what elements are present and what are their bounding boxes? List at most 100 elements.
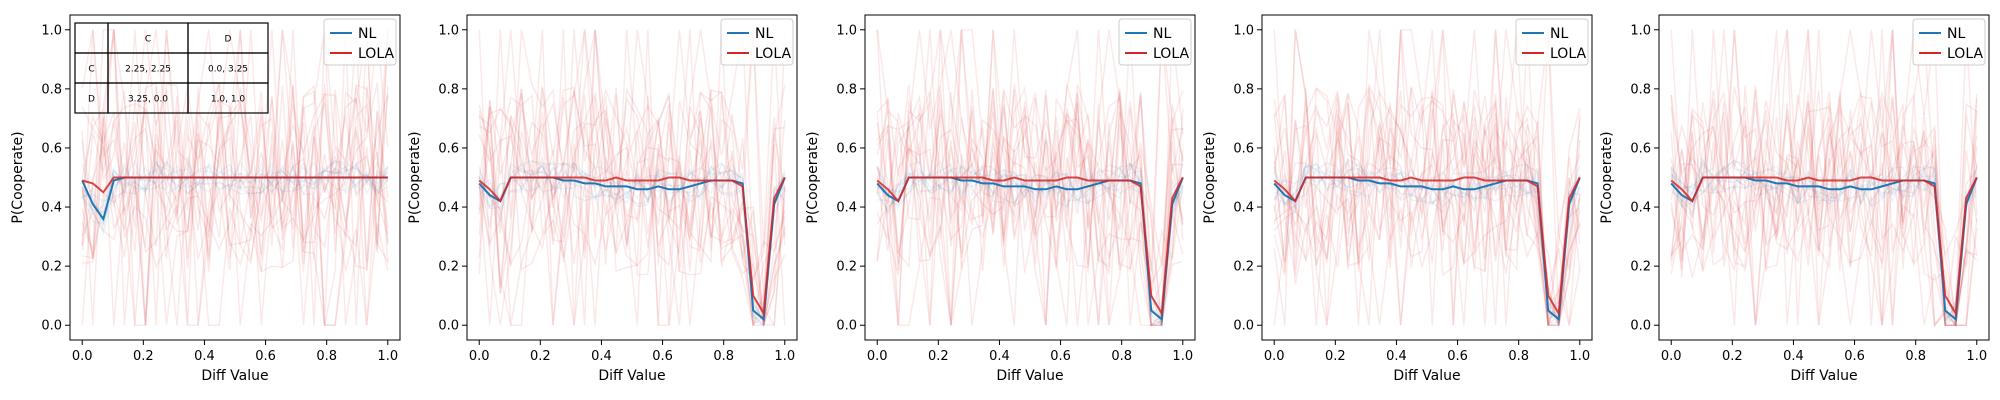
trial-trace — [478, 29, 786, 326]
legend: NL LOLA — [1912, 18, 1986, 66]
trial-trace — [1670, 159, 1978, 310]
trial-trace — [1670, 29, 1978, 326]
trial-trace — [876, 29, 1184, 327]
trial-trace — [876, 91, 1184, 326]
table-cell-border — [187, 82, 269, 114]
trial-trace — [1670, 106, 1978, 326]
trial-trace — [81, 29, 389, 326]
x-tick-label: 0.4 — [1783, 349, 1804, 364]
y-tick-label: 0.6 — [438, 141, 459, 156]
chart-panel-4: 0.0 0.2 0.4 0.6 0.8 1.0 0.0 0.2 0.4 0.6 0.8 1.0 Diff… — [1202, 14, 1593, 384]
trial-trace — [876, 29, 1184, 326]
trial-trace — [1670, 29, 1978, 326]
trial-trace — [1273, 29, 1581, 326]
trial-trace — [876, 161, 1184, 316]
trial-trace — [478, 29, 786, 328]
legend-label-nl: NL — [755, 26, 773, 42]
trial-trace — [1273, 158, 1581, 316]
legend: NL LOLA — [1118, 18, 1192, 66]
trial-trace — [1670, 162, 1978, 326]
x-tick-label: 0.8 — [1508, 349, 1529, 364]
trial-trace — [478, 89, 786, 328]
x-tick-label: 0.8 — [316, 349, 337, 364]
x-tick-label: 0.0 — [1661, 349, 1682, 364]
y-tick-label: 1.0 — [41, 23, 62, 38]
x-axis-label: Diff Value — [1393, 368, 1460, 384]
legend-label-lola: LOLA — [358, 46, 394, 62]
trial-trace — [1273, 29, 1581, 326]
y-axis-label: P(Cooperate) — [1202, 131, 1218, 223]
trial-trace — [876, 29, 1184, 287]
y-tick-label: 0.8 — [1233, 82, 1254, 97]
trial-trace — [1670, 29, 1978, 326]
trial-trace — [1670, 161, 1978, 329]
y-tick-label: 0.2 — [41, 260, 62, 275]
x-tick-label: 0.4 — [1386, 349, 1407, 364]
trial-trace — [876, 85, 1184, 326]
trial-trace — [81, 161, 389, 214]
trial-trace — [876, 29, 1183, 327]
trial-trace — [478, 29, 786, 326]
table-cell: D — [88, 95, 95, 105]
trial-trace — [81, 29, 389, 326]
trial-trace — [1273, 88, 1581, 326]
y-tick-label: 0.4 — [1630, 201, 1651, 216]
chart-panel-5: 0.0 0.2 0.4 0.6 0.8 1.0 0.0 0.2 0.4 0.6 0.8 1.0 Diff… — [1599, 14, 1990, 384]
trial-trace — [1273, 166, 1581, 326]
trial-trace — [1670, 29, 1978, 326]
trial-trace — [1273, 159, 1581, 320]
axes-frame — [69, 14, 401, 341]
table-cell: C — [88, 65, 94, 75]
trial-trace — [478, 29, 786, 326]
y-tick-label: 0.2 — [836, 260, 857, 275]
series-line-lola — [876, 176, 1184, 317]
x-tick-label: 0.2 — [133, 349, 154, 364]
y-tick-label: 0.2 — [1630, 260, 1651, 275]
y-tick-label: 0.2 — [1233, 260, 1254, 275]
table-cell: 0.0, 3.25 — [208, 65, 248, 75]
trial-trace — [478, 159, 786, 327]
legend-label-lola: LOLA — [1153, 46, 1189, 62]
trial-trace — [81, 29, 389, 326]
x-tick-label: 0.6 — [652, 349, 673, 364]
series-line-lola — [1273, 176, 1581, 317]
x-axis-label: Diff Value — [996, 368, 1063, 384]
trial-trace — [876, 29, 1184, 326]
trial-trace — [1670, 98, 1978, 326]
legend-label-lola: LOLA — [755, 46, 791, 62]
trial-trace — [1273, 29, 1581, 326]
y-tick-label: 0.4 — [1233, 201, 1254, 216]
table-cell: D — [225, 35, 232, 45]
trial-trace — [1273, 29, 1581, 326]
trial-trace — [876, 29, 1183, 326]
x-tick-label: 0.0 — [1264, 349, 1285, 364]
trial-trace — [478, 84, 786, 327]
trial-trace — [478, 29, 786, 326]
x-tick-label: 0.2 — [530, 349, 551, 364]
trial-trace — [1273, 29, 1580, 326]
legend: NL LOLA — [323, 18, 397, 66]
x-tick-label: 0.4 — [989, 349, 1010, 364]
trial-trace — [1273, 96, 1581, 326]
y-tick-label: 1.0 — [438, 23, 459, 38]
trial-trace — [82, 29, 389, 326]
trial-trace — [1670, 29, 1978, 316]
x-tick-label: 0.6 — [1050, 349, 1071, 364]
y-axis-label: P(Cooperate) — [10, 131, 26, 223]
trial-trace — [876, 92, 1184, 326]
x-tick-label: 0.8 — [1905, 349, 1926, 364]
trial-trace — [876, 161, 1184, 328]
y-tick-label: 0.8 — [41, 82, 62, 97]
trial-trace — [478, 165, 786, 323]
legend-label-lola: LOLA — [1947, 46, 1983, 62]
trial-trace — [82, 29, 389, 264]
trial-trace — [1670, 160, 1978, 322]
trial-trace — [478, 96, 786, 326]
trial-trace — [876, 90, 1184, 326]
y-axis-label: P(Cooperate) — [407, 131, 423, 223]
x-tick-label: 0.4 — [194, 349, 215, 364]
trial-trace — [478, 159, 786, 318]
trial-trace — [1670, 29, 1978, 327]
trial-trace — [81, 29, 389, 326]
series-line-lola — [1670, 176, 1978, 317]
